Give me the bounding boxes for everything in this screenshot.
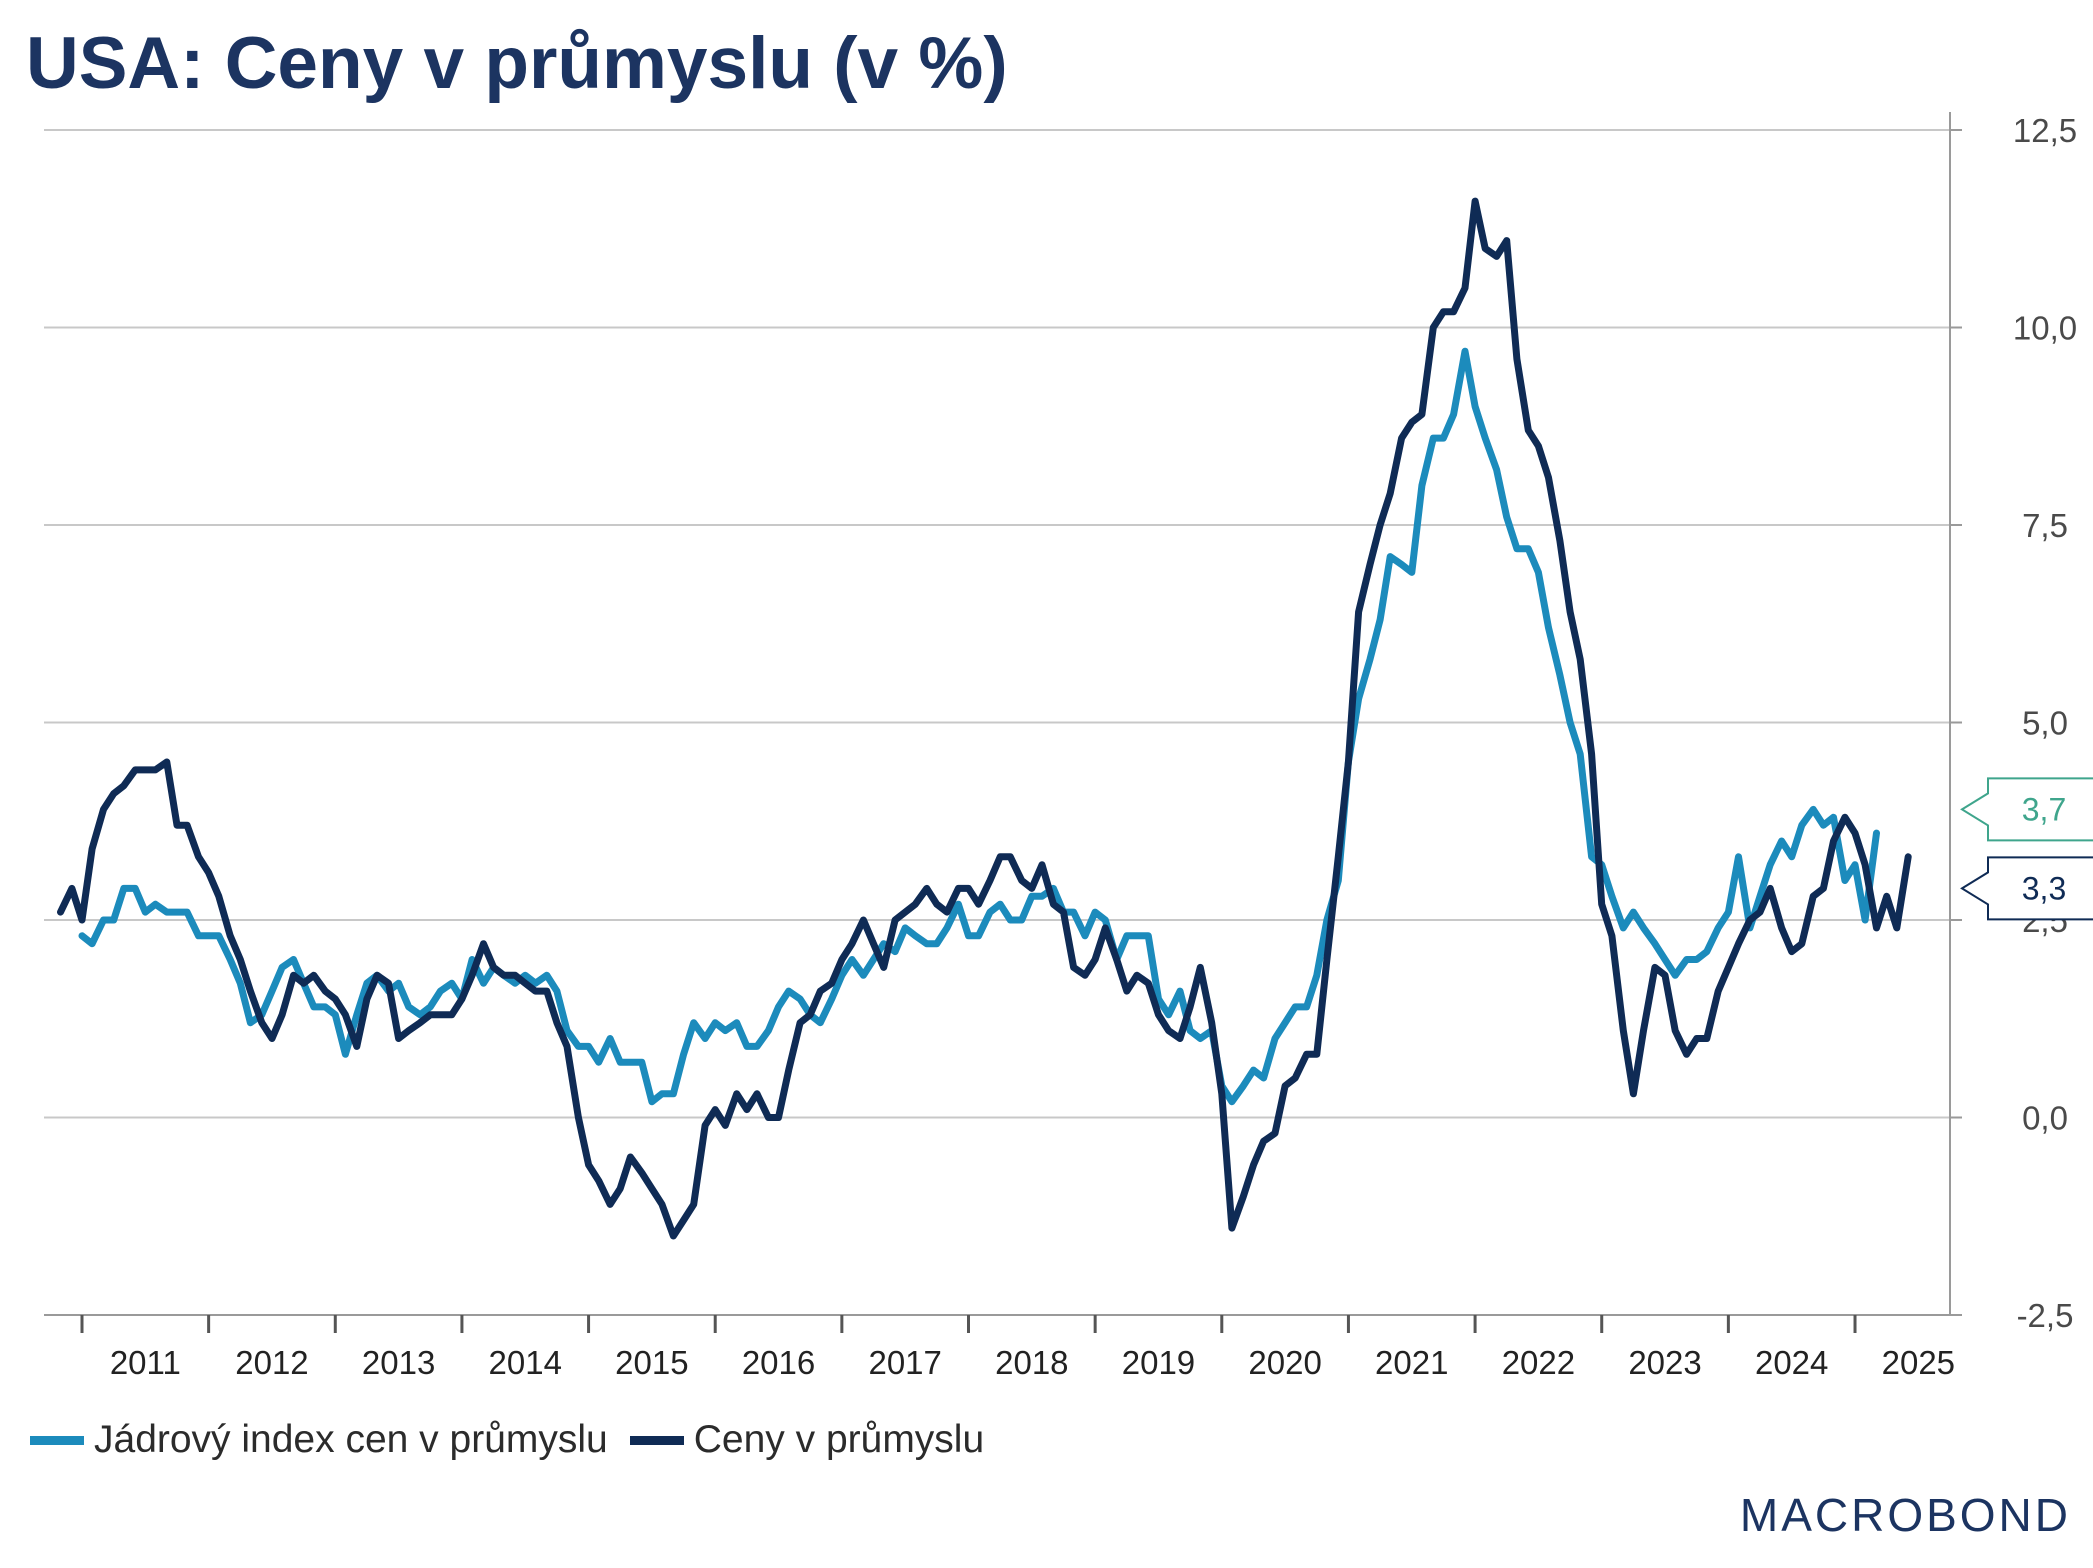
- x-tick-label: 2013: [362, 1344, 435, 1381]
- x-tick-label: 2015: [615, 1344, 688, 1381]
- x-tick-label: 2020: [1248, 1344, 1321, 1381]
- x-tick-label: 2025: [1882, 1344, 1955, 1381]
- legend-swatch-ppi: [629, 1435, 684, 1445]
- y-tick-label: 0,0: [2022, 1100, 2068, 1137]
- x-tick-label: 2024: [1755, 1344, 1828, 1381]
- x-tick-label: 2017: [868, 1344, 941, 1381]
- x-tick-label: 2011: [110, 1344, 181, 1381]
- y-tick-label: 7,5: [2022, 507, 2068, 544]
- series-lines: [57, 197, 1912, 1240]
- x-tick-label: 2019: [1122, 1344, 1195, 1381]
- x-tick-label: 2023: [1628, 1344, 1701, 1381]
- legend-swatch-core: [30, 1435, 84, 1445]
- series-line-ppi: [57, 197, 1912, 1240]
- axes: [44, 112, 1951, 1316]
- last-value-callouts: 3,7 3,3: [1960, 777, 2093, 921]
- x-tick-label: 2018: [995, 1344, 1068, 1381]
- legend-item-core: Jádrový index cen v průmyslu: [30, 1418, 608, 1462]
- legend-item-ppi: Ceny v průmyslu: [629, 1418, 985, 1462]
- x-tick-label: 2012: [235, 1344, 308, 1381]
- legend-label-ppi: Ceny v průmyslu: [693, 1418, 985, 1461]
- x-tick-label: 2014: [489, 1344, 562, 1381]
- y-tick-label: -2,5: [2017, 1297, 2074, 1334]
- callout-core-box: [1960, 777, 2093, 842]
- x-axis-ticks: 2011 2012 2013 2014 2015 2016 2017 2018 2019 2020…: [80, 1315, 1955, 1381]
- y-axis-ticks: 12,510,07,55,02,50,0-2,5: [1950, 112, 2077, 1334]
- callout-ppi-box: [1960, 856, 2093, 921]
- y-tick-label: 10,0: [2013, 310, 2077, 347]
- y-tick-label: 12,5: [2013, 112, 2077, 149]
- gridlines: [44, 129, 1950, 1316]
- x-tick-label: 2016: [742, 1344, 815, 1381]
- x-tick-label: 2021: [1375, 1344, 1448, 1381]
- callout-ppi-label: 3,3: [2022, 870, 2066, 906]
- y-tick-label: 5,0: [2022, 705, 2068, 742]
- macrobond-logo: MACROBOND: [1739, 1489, 2071, 1541]
- callout-core-label: 3,7: [2022, 791, 2066, 827]
- x-tick-label: 2022: [1502, 1344, 1575, 1381]
- series-line-core: [78, 347, 1880, 1106]
- chart-title: USA: Ceny v průmyslu (v %): [26, 23, 1008, 104]
- legend: Jádrový index cen v průmyslu Ceny v prům…: [30, 1418, 1006, 1462]
- legend-label-core: Jádrový index cen v průmyslu: [94, 1418, 608, 1461]
